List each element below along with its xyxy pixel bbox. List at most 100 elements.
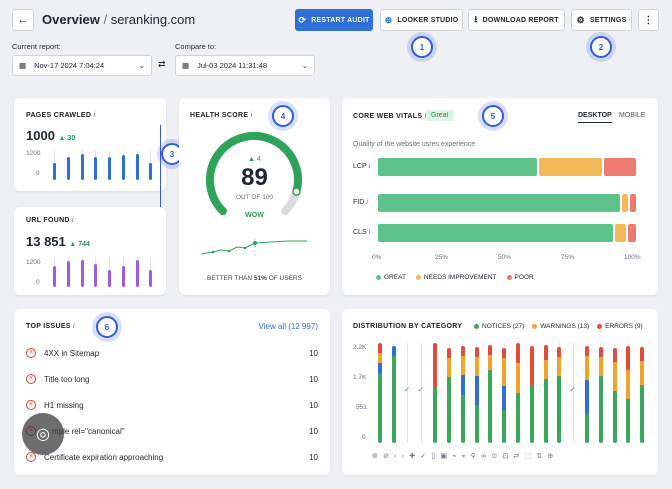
info-icon[interactable]: i	[93, 112, 96, 119]
health-score-value: 89	[241, 164, 268, 191]
url-found-chart	[50, 257, 160, 287]
issue-row[interactable]: × H1 missing 10	[26, 397, 318, 413]
issue-count: 10	[309, 400, 318, 410]
pages-crawled-delta: 30	[67, 135, 76, 142]
dist-segment	[502, 348, 507, 358]
url-found-bar[interactable]	[135, 260, 139, 287]
cwv-subtitle: Quality of the website usres experience	[353, 141, 476, 148]
dist-column[interactable]	[543, 345, 548, 443]
dist-column[interactable]	[640, 347, 645, 443]
core-web-vitals-card[interactable]: CORE WEB VITALS i Great DESKTOP MOBILE Q…	[342, 98, 658, 295]
issue-count: 10	[309, 348, 318, 358]
cwv-row-lcp[interactable]	[378, 158, 638, 176]
url-found-bar[interactable]	[121, 266, 125, 287]
dist-column[interactable]	[488, 345, 493, 443]
cwv-row-label: LCP i	[353, 163, 370, 170]
dist-column[interactable]	[474, 347, 479, 443]
cwv-seg-great[interactable]	[378, 194, 621, 212]
url-found-bar[interactable]	[53, 266, 56, 287]
callout-badge-4: 4	[272, 105, 294, 127]
download-icon: ⭳	[474, 14, 478, 24]
dist-segment	[640, 385, 645, 443]
issue-row[interactable]: × 4XX in Sitemap 10	[26, 345, 318, 361]
back-button[interactable]: ←	[12, 9, 34, 31]
dist-segment	[585, 346, 589, 356]
info-icon[interactable]: i	[72, 217, 74, 224]
dist-column[interactable]	[378, 343, 382, 443]
pages-crawled-bar[interactable]	[53, 163, 56, 180]
swap-icon[interactable]: ⇄	[158, 59, 166, 69]
settings-button[interactable]: ⚙ SETTINGS	[571, 9, 632, 31]
dist-column[interactable]	[433, 343, 438, 443]
callout-connector	[160, 125, 161, 210]
dist-column[interactable]	[447, 348, 451, 443]
dist-segment	[598, 356, 603, 376]
cwv-seg-needs[interactable]	[622, 194, 629, 212]
cwv-seg-poor[interactable]	[627, 224, 636, 242]
pages-crawled-bar[interactable]	[149, 163, 153, 180]
download-report-button[interactable]: ⭳ DOWNLOAD REPORT	[468, 9, 565, 31]
dist-column[interactable]	[516, 343, 520, 443]
dist-column[interactable]	[626, 346, 631, 443]
url-found-delta: 744	[78, 241, 90, 248]
chevron-down-icon: ⌄	[301, 61, 308, 70]
dist-segment	[557, 375, 562, 443]
camera-overlay-icon[interactable]: ◎	[22, 413, 64, 455]
more-menu-button[interactable]: ⋮	[638, 9, 659, 31]
calendar-icon: ▦	[182, 61, 190, 70]
health-better-than: BETTER THAN 51% OF USERS	[179, 275, 330, 282]
url-found-bar[interactable]	[66, 261, 70, 287]
dist-column[interactable]	[529, 346, 534, 443]
url-found-bar[interactable]	[149, 270, 153, 287]
issue-count: 10	[309, 374, 318, 384]
dist-segment	[626, 399, 631, 443]
pages-crawled-bar[interactable]	[94, 157, 98, 180]
pages-crawled-bar[interactable]	[66, 157, 70, 180]
info-icon[interactable]: i	[250, 112, 253, 119]
url-found-card[interactable]: URL FOUND i 13 851 ▲ 744 1200 0	[14, 207, 166, 295]
cwv-seg-great[interactable]	[378, 224, 613, 242]
pages-crawled-bar[interactable]	[108, 157, 111, 180]
dist-column[interactable]	[585, 346, 589, 443]
cwv-seg-needs[interactable]	[539, 158, 603, 176]
info-icon[interactable]: i	[425, 113, 427, 120]
top-issues-card[interactable]: TOP ISSUES i View all (12 997) × 4XX in S…	[14, 309, 330, 475]
view-all-link[interactable]: View all (12 997)	[258, 322, 318, 331]
dist-column[interactable]	[598, 347, 603, 443]
dist-column[interactable]	[612, 348, 617, 443]
cwv-seg-poor[interactable]	[604, 158, 636, 176]
cwv-xtick: 50%	[498, 254, 512, 261]
health-score-card[interactable]: HEALTH SCORE i ▲ 4 89 OUT OF 100 WOW BET…	[179, 98, 330, 295]
looker-studio-label: LOOKER STUDIO	[397, 16, 459, 24]
dist-column[interactable]	[557, 347, 562, 443]
url-found-bar[interactable]	[80, 260, 84, 287]
tab-mobile[interactable]: MOBILE	[619, 112, 646, 119]
compare-report-select[interactable]: ▦ Jul-03 2024 11:31:48 ⌄	[175, 55, 315, 76]
distribution-card[interactable]: DISTRIBUTION BY CATEGORY NOTICES (27) WA…	[342, 309, 658, 475]
health-score-title: HEALTH SCORE i	[190, 112, 252, 119]
dist-column[interactable]	[460, 346, 465, 443]
dist-column[interactable]	[391, 346, 396, 443]
cwv-seg-poor[interactable]	[630, 194, 636, 212]
current-report-select[interactable]: ▦ Nov-17 2024 7:04:24 ⌄	[12, 55, 152, 76]
issue-row[interactable]: × Certificate expiration approaching 10	[26, 449, 318, 465]
tab-desktop[interactable]: DESKTOP	[578, 112, 612, 123]
issue-row[interactable]: ×…mple rel="canonical"10	[26, 423, 318, 439]
looker-studio-button[interactable]: ⊕ LOOKER STUDIO	[380, 9, 463, 31]
url-found-bar[interactable]	[108, 270, 111, 287]
cwv-row-fid[interactable]	[378, 194, 638, 212]
issue-row[interactable]: × Title too long 10	[26, 371, 318, 387]
pages-crawled-ytick-top: 1200	[26, 150, 41, 157]
pages-crawled-bar[interactable]	[121, 155, 125, 180]
dist-column[interactable]	[502, 348, 507, 443]
pages-crawled-card[interactable]: PAGES CRAWLED i 1000 ▲ 30 1200 0	[14, 98, 166, 191]
pages-crawled-bar[interactable]	[80, 154, 84, 180]
pages-crawled-bar[interactable]	[135, 154, 139, 180]
cwv-row-cls[interactable]	[378, 224, 638, 242]
info-icon[interactable]: i	[73, 323, 75, 330]
cwv-seg-great[interactable]	[378, 158, 538, 176]
url-found-bar[interactable]	[94, 264, 98, 287]
url-found-number: 13 851	[26, 234, 66, 249]
restart-audit-button[interactable]: ⟳ RESTART AUDIT	[295, 9, 373, 31]
cwv-seg-needs[interactable]	[614, 224, 626, 242]
